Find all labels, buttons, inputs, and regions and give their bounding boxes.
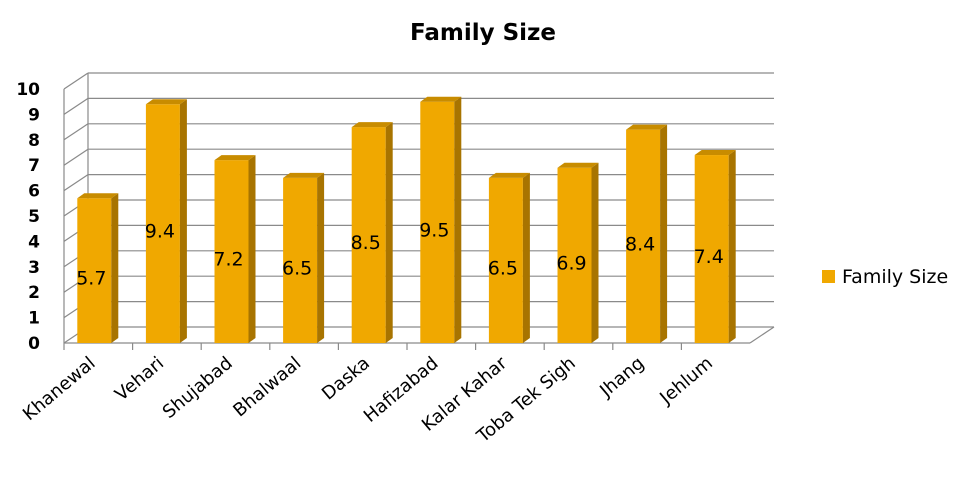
data-label: 7.4: [694, 246, 724, 268]
legend-swatch: [822, 270, 835, 283]
bar-top: [77, 193, 119, 199]
y-tick-label: 8: [28, 131, 40, 151]
bar-side: [660, 124, 668, 343]
bar-side: [179, 99, 187, 344]
bar-top: [694, 150, 736, 156]
y-tick-label: 3: [28, 258, 40, 278]
x-category-label: Jehlum: [655, 353, 717, 409]
y-axis: 0 1 2 3 4 5 6 7 8 9 10: [16, 80, 40, 354]
bar-side: [317, 172, 325, 343]
bar-khanewal: 5.7: [76, 193, 119, 343]
x-category-label: Shujabad: [159, 353, 237, 423]
y-tick-label: 9: [28, 105, 40, 125]
bar-top: [626, 124, 668, 130]
bar-jhang: 8.4: [625, 124, 668, 343]
bar-vehari: 9.4: [145, 99, 187, 344]
bar-hafizabad: 9.5: [419, 96, 462, 343]
data-label: 6.5: [488, 257, 518, 279]
bar-front: [145, 104, 180, 344]
data-label: 6.5: [282, 257, 312, 279]
floor-right-edge: [749, 326, 775, 344]
side-gridline: [63, 174, 89, 192]
bar-kalar-kahar: 6.5: [488, 172, 530, 343]
bar-top: [488, 172, 530, 178]
y-tick-label: 0: [28, 334, 40, 354]
bar-top: [420, 96, 462, 102]
data-label: 5.7: [76, 268, 106, 290]
bar-front: [557, 167, 592, 343]
bar-side: [728, 150, 736, 343]
x-category-label: Khanewal: [19, 353, 100, 425]
data-label: 7.2: [213, 249, 243, 271]
bar-daska: 8.5: [351, 122, 393, 343]
y-tick-label: 4: [28, 232, 40, 252]
bar-top: [145, 99, 187, 105]
bar-top: [283, 172, 325, 178]
y-tick-label: 2: [28, 283, 40, 303]
legend: Family Size: [822, 266, 948, 288]
bar-front: [488, 177, 523, 343]
bar-front: [77, 198, 112, 343]
y-tick-label: 5: [28, 207, 40, 227]
x-category-label: Daska: [318, 353, 374, 405]
bar-top: [351, 122, 393, 128]
bar-top: [214, 155, 256, 161]
data-label: 8.5: [351, 232, 381, 254]
side-gridline: [63, 97, 89, 115]
bar-bhalwaal: 6.5: [282, 172, 325, 343]
bar-front: [626, 129, 661, 343]
bar-side: [111, 193, 119, 343]
x-category-label: Bhalwaal: [229, 353, 305, 422]
x-category-label: Jhang: [595, 353, 648, 402]
bar-side: [385, 122, 393, 343]
bar-side: [522, 172, 530, 343]
bar-front: [420, 101, 455, 343]
data-label: 9.5: [419, 219, 449, 241]
bar-shujabad: 7.2: [213, 155, 256, 343]
side-gridline: [63, 123, 89, 141]
legend-label: Family Size: [842, 266, 948, 288]
bar-front: [283, 177, 318, 343]
bar-side: [248, 155, 256, 343]
side-gridline: [63, 72, 89, 90]
data-label: 6.9: [556, 252, 586, 274]
chart-title: Family Size: [410, 20, 556, 46]
bar-front: [351, 127, 386, 343]
bar-front: [694, 155, 729, 343]
data-label: 9.4: [145, 221, 175, 243]
y-tick-label: 7: [28, 156, 40, 176]
data-label: 8.4: [625, 233, 655, 255]
bar-toba-tek-sigh: 6.9: [556, 162, 599, 343]
bar-side: [591, 162, 599, 343]
y-tick-label: 1: [28, 309, 40, 329]
bar-front: [214, 160, 249, 343]
y-tick-label: 10: [16, 80, 40, 100]
bar-side: [454, 96, 462, 343]
bar-jehlum: 7.4: [694, 150, 736, 343]
side-gridline: [63, 148, 89, 166]
y-tick-label: 6: [28, 182, 40, 202]
x-category-label: Vehari: [111, 353, 168, 406]
bar-top: [557, 162, 599, 168]
bars-group: 5.7 9.4 7.2 6.5 8.5 9.5 6.5 6.9 8.4 7.4: [76, 96, 736, 344]
